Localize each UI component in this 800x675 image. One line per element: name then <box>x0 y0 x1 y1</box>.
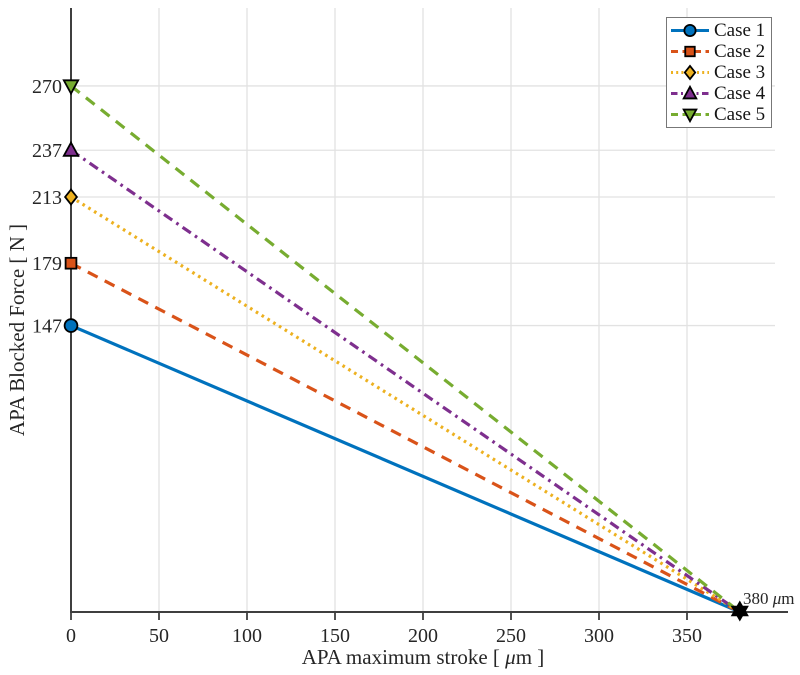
x-tick-label: 50 <box>149 625 169 647</box>
series-markers <box>62 79 80 333</box>
convergence-star-marker <box>730 600 749 622</box>
legend-item-case-2: Case 2 <box>670 41 765 62</box>
legend-item-case-3: Case 3 <box>670 62 765 83</box>
circle-icon <box>683 23 697 38</box>
series-line-case-1 <box>70 324 741 614</box>
series-marker-case-5 <box>62 79 80 96</box>
series-line-case-4 <box>70 148 741 614</box>
series-marker-case-2 <box>64 256 78 270</box>
diamond-icon <box>683 64 697 81</box>
legend-sample-case-1 <box>671 23 709 38</box>
y-tick-label: 179 <box>32 253 62 275</box>
x-tick-label: 150 <box>320 625 350 647</box>
legend: Case 1 Case 2 Case 3 Case 4 Case 5 <box>666 17 773 128</box>
annotation-380um: 380 μm <box>743 589 795 608</box>
tick-labels: 0 50 100 150 200 250 300 350 147 179 213 237 270 <box>32 76 702 647</box>
x-tick-label: 200 <box>408 625 438 647</box>
triangle-down-icon <box>682 108 698 124</box>
series-line-case-3 <box>70 195 741 614</box>
legend-label-case-2: Case 2 <box>714 41 766 62</box>
x-tick-label: 100 <box>232 625 262 647</box>
y-tick-label: 213 <box>32 187 62 209</box>
legend-sample-case-3 <box>671 64 709 81</box>
x-tick-label: 0 <box>66 625 76 647</box>
series-line-case-2 <box>70 261 741 614</box>
legend-item-case-4: Case 4 <box>670 83 765 104</box>
series-line-case-5 <box>70 84 741 614</box>
x-axis-label: APA maximum stroke [ μm ] <box>302 645 545 669</box>
x-tick-label: 250 <box>496 625 526 647</box>
y-tick-label: 147 <box>32 316 62 338</box>
y-axis-label: APA Blocked Force [ N ] <box>5 224 29 436</box>
legend-label-case-5: Case 5 <box>714 104 766 125</box>
legend-label-case-3: Case 3 <box>714 62 766 83</box>
legend-item-case-5: Case 5 <box>670 104 765 125</box>
legend-label-case-1: Case 1 <box>714 20 766 41</box>
x-tick-label: 350 <box>672 625 702 647</box>
series-marker-case-1 <box>63 318 79 333</box>
legend-item-case-1: Case 1 <box>670 20 765 41</box>
gridlines <box>71 8 775 612</box>
legend-sample-case-4 <box>671 84 709 100</box>
y-tick-label: 237 <box>32 140 62 162</box>
x-tick-label: 300 <box>584 625 614 647</box>
series-marker-case-3 <box>63 188 79 206</box>
legend-sample-case-2 <box>671 45 709 58</box>
triangle-up-icon <box>682 84 698 100</box>
series-marker-case-4 <box>62 140 80 157</box>
series-lines <box>70 84 741 614</box>
legend-label-case-4: Case 4 <box>714 83 766 104</box>
y-tick-label: 270 <box>32 76 62 98</box>
square-icon <box>684 45 696 58</box>
axes <box>70 8 788 620</box>
legend-sample-case-5 <box>671 108 709 124</box>
